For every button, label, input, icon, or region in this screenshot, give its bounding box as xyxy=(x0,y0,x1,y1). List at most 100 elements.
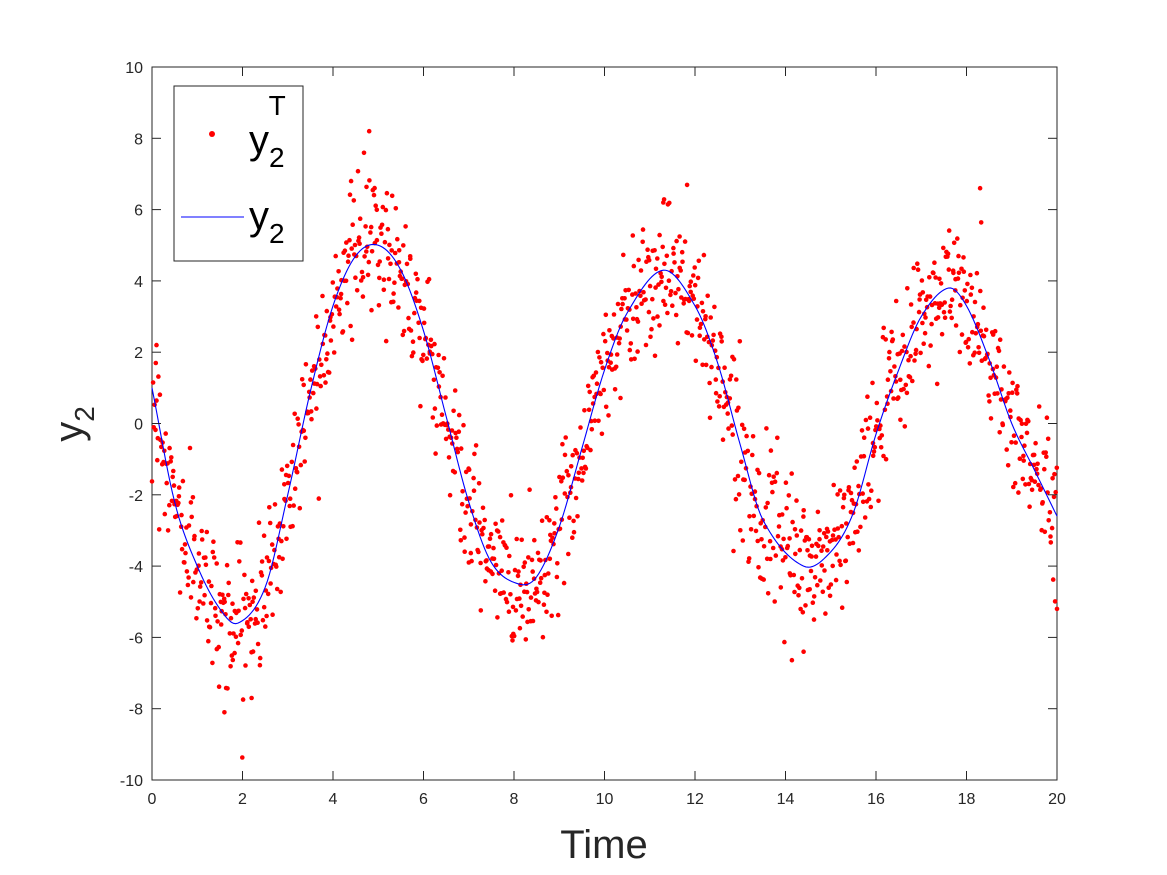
observed-point xyxy=(801,508,806,513)
observed-point xyxy=(458,538,464,543)
observed-point xyxy=(964,298,970,304)
observed-point xyxy=(830,563,835,569)
observed-point xyxy=(547,556,553,562)
observed-point xyxy=(942,315,948,321)
observed-point xyxy=(523,637,529,642)
observed-point xyxy=(468,550,474,556)
observed-point xyxy=(833,577,839,583)
observed-point xyxy=(978,288,983,294)
observed-point xyxy=(744,433,749,439)
observed-point xyxy=(348,178,354,184)
legend-label-observed: y2T xyxy=(249,90,286,173)
observed-point xyxy=(956,270,962,276)
observed-point xyxy=(487,536,493,541)
observed-point xyxy=(624,317,629,322)
observed-point xyxy=(660,244,665,250)
observed-point xyxy=(606,413,611,418)
observed-point xyxy=(222,599,227,605)
observed-point xyxy=(651,316,656,321)
observed-point xyxy=(911,320,916,325)
observed-point xyxy=(431,377,437,383)
observed-point xyxy=(794,533,800,538)
observed-point xyxy=(703,314,708,319)
observed-point xyxy=(270,612,275,617)
observed-point xyxy=(368,224,374,230)
observed-point xyxy=(740,538,746,543)
observed-point xyxy=(420,358,425,364)
observed-point xyxy=(298,462,304,468)
observed-point xyxy=(969,285,975,291)
observed-point xyxy=(748,527,754,532)
observed-point xyxy=(247,602,253,608)
observed-point xyxy=(839,605,845,610)
observed-point xyxy=(311,390,316,396)
observed-point xyxy=(741,426,747,432)
observed-point xyxy=(343,278,349,284)
observed-point xyxy=(812,575,818,580)
observed-point xyxy=(1046,518,1051,523)
observed-point xyxy=(995,391,1000,396)
observed-point xyxy=(776,524,782,529)
observed-point xyxy=(532,537,537,543)
observed-point xyxy=(337,311,342,317)
observed-point xyxy=(216,644,221,650)
observed-point xyxy=(349,246,355,251)
observed-point xyxy=(912,358,917,363)
observed-point xyxy=(972,299,978,305)
observed-point xyxy=(628,357,634,362)
observed-point xyxy=(248,617,253,622)
observed-point xyxy=(213,613,218,619)
observed-point xyxy=(242,572,247,578)
observed-point xyxy=(497,534,503,540)
observed-point xyxy=(707,415,713,421)
observed-point xyxy=(295,416,301,422)
observed-point xyxy=(550,535,555,541)
observed-point xyxy=(710,338,716,343)
observed-point xyxy=(756,565,761,570)
observed-point xyxy=(374,207,380,213)
observed-point xyxy=(338,291,344,297)
observed-point xyxy=(279,467,285,472)
observed-point xyxy=(210,660,215,666)
observed-point xyxy=(374,237,380,243)
observed-point xyxy=(883,456,889,462)
observed-point xyxy=(647,283,653,289)
observed-point xyxy=(280,556,285,562)
observed-point xyxy=(803,603,808,608)
observed-point xyxy=(432,406,438,411)
observed-point xyxy=(605,350,610,356)
observed-point xyxy=(491,545,496,551)
observed-point xyxy=(308,409,314,414)
observed-point xyxy=(592,418,598,424)
observed-point xyxy=(493,521,498,527)
observed-point xyxy=(633,291,638,296)
observed-point xyxy=(149,479,155,484)
observed-point xyxy=(294,469,300,475)
observed-point xyxy=(953,323,959,328)
legend-label-model: y2 xyxy=(249,194,285,249)
observed-point xyxy=(313,314,319,319)
observed-point xyxy=(739,422,745,428)
observed-point xyxy=(344,240,349,245)
observed-point xyxy=(785,543,791,549)
observed-point xyxy=(243,663,248,668)
observed-point xyxy=(773,553,779,558)
observed-point xyxy=(951,240,957,246)
observed-point xyxy=(316,496,322,501)
observed-point xyxy=(787,536,792,541)
observed-point xyxy=(692,282,698,288)
observed-point xyxy=(519,537,524,543)
observed-point xyxy=(471,475,476,481)
y-tick-label: -4 xyxy=(129,559,143,576)
observed-point xyxy=(827,593,833,599)
observed-point xyxy=(265,591,271,597)
observed-point xyxy=(163,431,168,436)
observed-point xyxy=(176,494,182,499)
observed-point xyxy=(336,307,342,313)
x-tick-label: 0 xyxy=(148,791,157,808)
observed-point xyxy=(962,288,968,293)
observed-point xyxy=(461,422,466,428)
observed-point xyxy=(1013,440,1018,445)
observed-point xyxy=(941,309,947,315)
observed-point xyxy=(581,448,587,454)
